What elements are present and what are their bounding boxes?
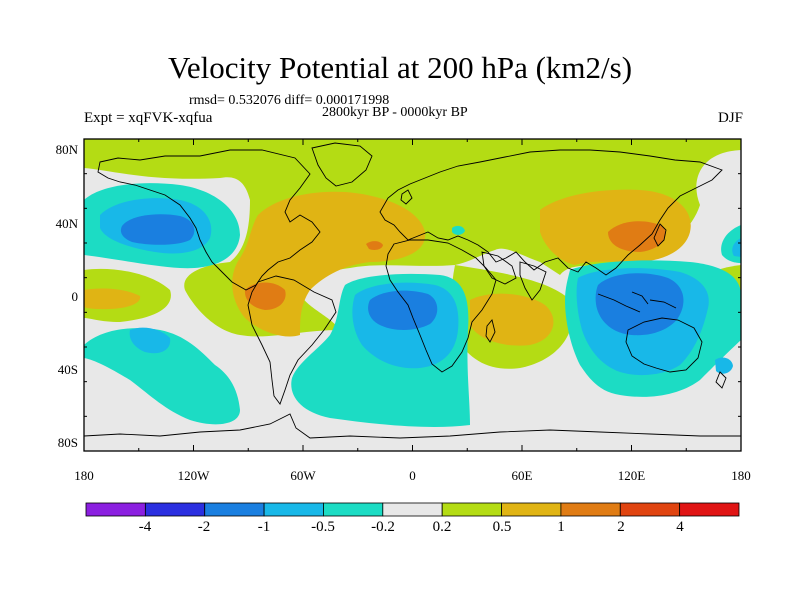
lon-label-120w: 120W <box>177 468 210 483</box>
colorbar-label: -0.5 <box>311 519 335 535</box>
stats-line: rmsd= 0.532076 diff= 0.000171998 <box>189 93 390 108</box>
colorbar-box <box>619 502 681 517</box>
colorbar-label: 1 <box>557 519 565 535</box>
colorbar-label: 4 <box>676 519 684 535</box>
colorbar-label: -1 <box>257 519 271 535</box>
coastline-indonesia <box>597 291 677 313</box>
lat-label-80s: 80S <box>57 435 78 450</box>
colorbar-box <box>441 502 502 517</box>
season-label: DJF <box>717 110 743 126</box>
lon-label-60e: 60E <box>511 468 533 483</box>
strong-positive-south-america <box>244 282 286 310</box>
lat-label-40s: 40S <box>57 362 78 377</box>
colorbar-label: 2 <box>617 519 625 535</box>
positive-africa <box>470 293 554 346</box>
coastline-greenland <box>311 142 373 187</box>
positive-east-pacific <box>84 288 141 310</box>
lon-label-60w: 60W <box>290 468 316 483</box>
coastline-antarctica <box>84 413 741 439</box>
colorbar-box <box>560 502 621 517</box>
lat-label-0: 0 <box>71 289 79 304</box>
coastline-japan <box>653 223 667 247</box>
colorbar-label: -4 <box>138 519 152 535</box>
period-label: 2800kyr BP - 0000kyr BP <box>322 105 468 120</box>
colorbar-label: -0.2 <box>371 519 395 535</box>
coastline-british-isles <box>400 189 413 205</box>
lon-label-120e: 120E <box>617 468 646 483</box>
colorbar-box <box>263 502 324 517</box>
colorbar-box <box>679 502 740 517</box>
negative-east-australia <box>715 357 733 374</box>
experiment-label: Expt = xqFVK-xqfua <box>84 110 213 126</box>
colorbar-box <box>501 502 562 517</box>
strong-positive-mediterranean <box>366 241 383 250</box>
strong-negative-south-atlantic <box>368 290 438 330</box>
colorbar-box <box>85 502 146 517</box>
coastline-arabia <box>481 251 517 285</box>
colorbar-label: 0.5 <box>492 519 512 535</box>
colorbar-box <box>323 502 384 517</box>
colorbar-label: -2 <box>197 519 211 535</box>
lon-label-180w: 180 <box>74 468 94 483</box>
negative-south-pacific <box>129 327 171 354</box>
lat-label-40n: 40N <box>55 216 78 231</box>
coastline-eurasia <box>379 149 723 276</box>
weak-negative-mediterranean <box>452 225 465 235</box>
coastline-india <box>519 261 547 301</box>
coastlines <box>84 142 741 439</box>
coastline-australia <box>625 317 703 373</box>
lat-label-80n: 80N <box>55 142 78 157</box>
coastline-madagascar <box>485 319 496 343</box>
contour-field <box>84 139 741 451</box>
colorbar-box <box>382 502 443 517</box>
strong-negative-north-pacific <box>120 214 195 245</box>
strong-negative-indonesia <box>595 273 684 336</box>
colorbar-box <box>144 502 206 517</box>
colorbar-label: 0.2 <box>432 519 452 535</box>
weak-negative-south-pacific <box>84 328 240 425</box>
coastline-new-zealand <box>715 371 727 389</box>
coastline-north-america <box>97 149 321 291</box>
colorbar <box>85 502 740 517</box>
axis-ticks <box>83 138 742 451</box>
coastline-south-america <box>247 275 337 405</box>
coastline-africa <box>385 239 497 373</box>
lon-label-180e: 180 <box>731 468 751 483</box>
colorbar-box <box>204 502 265 517</box>
lon-label-0: 0 <box>409 468 416 483</box>
strong-positive-japan <box>608 221 666 252</box>
figure-title: Velocity Potential at 200 hPa (km2/s) <box>167 50 633 85</box>
